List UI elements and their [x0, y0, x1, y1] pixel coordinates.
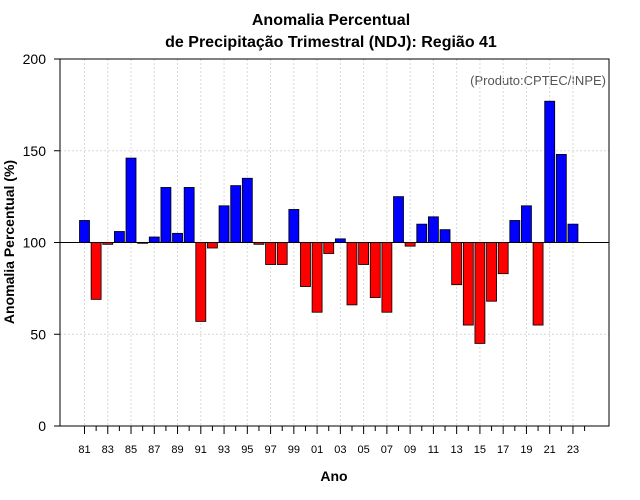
- bar-1992: [207, 242, 218, 249]
- chart-title-line1: Anomalia Percentual: [252, 12, 410, 29]
- bar-layer: [79, 100, 579, 344]
- axis-layer: 0 50 100 150 200 81 83 85 87 89 91 93 95 97 99 01 03 05 07…: [23, 51, 610, 456]
- x-tick-label: 09: [404, 444, 416, 456]
- bar-2016: [486, 242, 497, 302]
- x-tick-label: 83: [102, 444, 114, 456]
- bar-2008: [393, 196, 404, 243]
- bar-2003: [334, 238, 346, 243]
- x-tick-label: 07: [381, 444, 393, 456]
- bar-1999: [288, 209, 300, 243]
- bar-1988: [160, 187, 172, 243]
- bar-2006: [369, 242, 381, 298]
- y-tick-label: 50: [30, 326, 46, 342]
- y-tick-label: 150: [23, 143, 47, 159]
- bar-2007: [381, 242, 393, 313]
- bar-1991: [195, 242, 207, 322]
- x-axis-label: Ano: [320, 468, 347, 484]
- bar-2014: [462, 242, 474, 326]
- bar-1994: [230, 185, 242, 243]
- x-tick-label: 95: [241, 444, 253, 456]
- y-axis-label: Anomalia Percentual (%): [1, 160, 17, 324]
- x-tick-label: 87: [148, 444, 160, 456]
- bar-1997: [265, 242, 276, 265]
- bar-2010: [416, 223, 428, 243]
- bar-1990: [183, 187, 195, 243]
- x-tick-label: 15: [474, 444, 486, 456]
- bar-1993: [218, 205, 230, 243]
- bar-2017: [497, 242, 509, 275]
- bar-2013: [451, 242, 463, 286]
- y-tick-label: 100: [23, 235, 47, 251]
- bar-2002: [323, 242, 335, 254]
- x-tick-label: 85: [125, 444, 137, 456]
- x-tick-label: 03: [334, 444, 346, 456]
- x-tick-label: 89: [171, 444, 183, 456]
- x-tick-label: 13: [451, 444, 463, 456]
- bar-2005: [358, 242, 370, 265]
- y-tick-label: 0: [38, 418, 46, 434]
- bar-2012: [439, 229, 451, 243]
- bar-2018: [509, 220, 521, 243]
- x-tick-label: 97: [264, 444, 276, 456]
- x-tick-label: 19: [520, 444, 532, 456]
- bar-2023: [567, 223, 579, 243]
- x-tick-label: 01: [311, 444, 323, 456]
- bar-1981: [79, 220, 90, 243]
- bar-2019: [521, 205, 532, 243]
- bar-2011: [427, 216, 439, 243]
- x-tick-label: 81: [78, 444, 90, 456]
- bar-2022: [555, 154, 567, 243]
- bar-1995: [241, 177, 253, 243]
- bar-1984: [113, 231, 125, 243]
- credit-text: (Produto:CPTEC/INPE): [470, 73, 606, 88]
- bar-2009: [404, 242, 416, 247]
- bar-2021: [544, 100, 556, 243]
- x-tick-label: 17: [497, 444, 509, 456]
- chart-title-line2: de Precipitação Trimestral (NDJ): Região…: [165, 34, 497, 51]
- bar-2000: [300, 242, 311, 287]
- bar-1989: [172, 232, 183, 243]
- bar-2020: [532, 242, 544, 326]
- bar-2015: [474, 242, 486, 344]
- bar-1985: [125, 157, 137, 243]
- x-tick-label: 11: [428, 444, 439, 456]
- bar-1998: [276, 242, 288, 265]
- bar-2001: [311, 242, 323, 313]
- x-tick-label: 21: [544, 444, 556, 456]
- y-tick-label: 200: [23, 51, 47, 67]
- bar-1982: [90, 242, 102, 300]
- x-tick-label: 93: [218, 444, 230, 456]
- x-tick-label: 99: [288, 444, 300, 456]
- x-tick-label: 91: [195, 444, 207, 456]
- bar-2004: [346, 242, 358, 306]
- x-tick-label: 05: [357, 444, 369, 456]
- x-tick-label: 23: [567, 444, 579, 456]
- bar-1987: [148, 236, 160, 243]
